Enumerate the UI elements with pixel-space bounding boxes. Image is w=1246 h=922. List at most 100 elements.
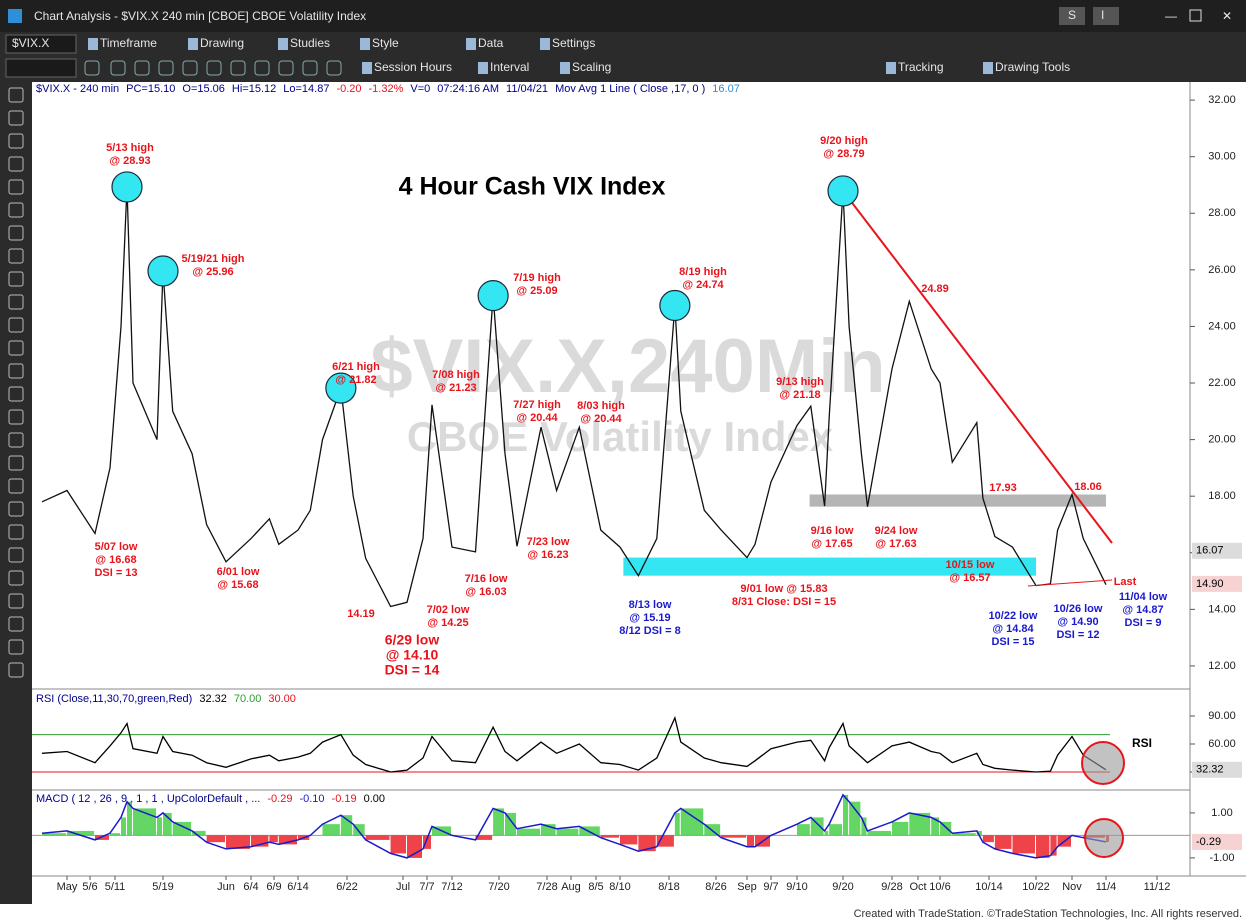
tool-icon[interactable] (8, 501, 24, 517)
symbol[interactable]: $VIX.X (12, 36, 49, 50)
toolbar-icon[interactable] (84, 60, 100, 76)
window-button[interactable] (1059, 7, 1085, 25)
tool-icon[interactable] (8, 133, 24, 149)
toolbar-icon[interactable] (230, 60, 246, 76)
toolbar-icon[interactable] (302, 60, 318, 76)
interval-box[interactable] (5, 58, 77, 78)
macd-bar (192, 830, 206, 836)
tool-icon[interactable] (8, 639, 24, 655)
annotation: DSI = 9 (1125, 617, 1162, 629)
toolbar-icon[interactable] (254, 60, 270, 76)
minimize[interactable]: — (1165, 9, 1177, 23)
toolbar-icon[interactable] (326, 60, 342, 76)
tool-icon[interactable] (8, 179, 24, 195)
x-tick-label: 10/6 (929, 881, 950, 893)
toolbar-icon[interactable] (134, 60, 150, 76)
toolbar-item[interactable]: Session Hours (374, 60, 452, 74)
header-item: PC=15.10 (126, 83, 175, 95)
macd-bar (127, 801, 132, 836)
close[interactable]: ✕ (1222, 9, 1232, 23)
toolbar-icon[interactable] (540, 38, 550, 50)
annotation: 8/31 Close: DSI = 15 (732, 596, 836, 608)
macd-bar (206, 835, 225, 843)
rsi-header: 70.00 (234, 693, 262, 705)
annotation: 17.93 (989, 482, 1017, 494)
tool-icon[interactable] (8, 455, 24, 471)
toolbar-item[interactable]: Interval (490, 60, 529, 74)
tool-icon[interactable] (8, 478, 24, 494)
tool-icon[interactable] (8, 662, 24, 678)
tool-icon[interactable] (8, 547, 24, 563)
tool-icon[interactable] (8, 317, 24, 333)
annotation: @ 25.96 (192, 266, 233, 278)
y-tick-label: -1.00 (1209, 852, 1234, 864)
toolbar-icon[interactable] (362, 62, 372, 74)
toolbar-icon[interactable] (278, 60, 294, 76)
tool-icon[interactable] (8, 225, 24, 241)
tool-icon[interactable] (8, 570, 24, 586)
toolbar-item[interactable]: Scaling (572, 60, 611, 74)
toolbar-icon[interactable] (206, 60, 222, 76)
toolbar-icon[interactable] (466, 38, 476, 50)
tool-icon[interactable] (8, 363, 24, 379)
macd-bar (556, 828, 579, 836)
toolbar-icon[interactable] (158, 60, 174, 76)
tool-icon[interactable] (8, 248, 24, 264)
toolbar-icon[interactable] (478, 62, 488, 74)
toolbar-item[interactable]: Timeframe (100, 36, 157, 50)
toolbar-icon[interactable] (360, 38, 370, 50)
symbol-box[interactable] (5, 34, 77, 54)
toolbar-icon[interactable] (188, 38, 198, 50)
tool-icon[interactable] (8, 340, 24, 356)
annotation: 7/27 high (513, 399, 561, 411)
toolbar-item[interactable]: Studies (290, 36, 330, 50)
annotation: 8/03 high (577, 400, 625, 412)
annotation: 24.89 (921, 283, 949, 295)
tool-icon[interactable] (8, 432, 24, 448)
toolbar-item[interactable]: Drawing Tools (995, 60, 1070, 74)
tool-icon[interactable] (8, 524, 24, 540)
toolbar-item[interactable]: Style (372, 36, 399, 50)
window-button-label[interactable]: S (1068, 8, 1076, 22)
annotation: @ 20.44 (580, 413, 622, 425)
tool-icon[interactable] (8, 271, 24, 287)
chart-title: 4 Hour Cash VIX Index (399, 173, 666, 201)
tool-icon[interactable] (8, 616, 24, 632)
tool-icon[interactable] (8, 386, 24, 402)
annotation: @ 20.44 (516, 412, 558, 424)
maximize[interactable] (1189, 9, 1202, 22)
tool-icon[interactable] (8, 294, 24, 310)
y-tick-label: 20.00 (1208, 434, 1236, 446)
y-tick-label: 14.00 (1208, 603, 1236, 615)
toolbar-item[interactable]: Settings (552, 36, 595, 50)
toolbar-icon[interactable] (182, 60, 198, 76)
toolbar-item[interactable]: Data (478, 36, 504, 50)
x-tick-label: 8/18 (658, 881, 679, 893)
tool-icon[interactable] (8, 110, 24, 126)
toolbar-item[interactable]: Drawing (200, 36, 244, 50)
toolbar-icon[interactable] (88, 38, 98, 50)
tool-icon[interactable] (8, 409, 24, 425)
tool-icon[interactable] (8, 593, 24, 609)
tool-icon[interactable] (8, 202, 24, 218)
toolbar-icon[interactable] (110, 60, 126, 76)
macd-bar (505, 812, 516, 836)
toolbar-icon[interactable] (886, 62, 896, 74)
annotation: @ 15.19 (629, 612, 670, 624)
annotation: DSI = 13 (94, 567, 137, 579)
window-button[interactable] (1093, 7, 1119, 25)
annotation: 9/20 high (820, 135, 868, 147)
toolbar-icon[interactable] (278, 38, 288, 50)
toolbar-icon[interactable] (983, 62, 993, 74)
toolbar-item[interactable]: Tracking (898, 60, 944, 74)
annotation: @ 15.68 (217, 579, 258, 591)
annotation: DSI = 12 (1056, 629, 1099, 641)
x-tick-label: 7/12 (441, 881, 462, 893)
tool-icon[interactable] (8, 87, 24, 103)
rsi-header: 30.00 (268, 693, 296, 705)
window-button-label[interactable]: I (1101, 8, 1104, 22)
macd-bar (849, 801, 861, 836)
tool-icon[interactable] (8, 156, 24, 172)
toolbar-icon[interactable] (560, 62, 570, 74)
macd-bar (226, 835, 250, 849)
